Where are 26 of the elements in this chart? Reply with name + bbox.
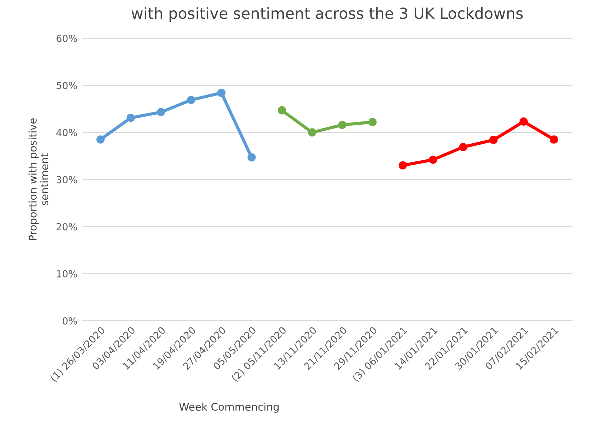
point [429,156,438,164]
y-tick-label: 0% [62,317,78,325]
y-tick-label: 10% [57,270,78,278]
point [550,136,558,144]
y-axis-title: Proportion with positive sentiment [28,118,49,240]
point [248,153,256,162]
point [96,136,105,144]
point [278,106,286,115]
y-tick-label: 60% [56,35,78,42]
point [520,118,528,126]
point [459,143,468,152]
point [398,161,408,170]
x-axis-title: Week Commencing [180,402,279,413]
point [308,128,317,137]
y-tick-label: 20% [56,223,78,231]
chart-title: with positive sentiment across the 3 UK Lockdowns [132,7,523,22]
y-tick-label: 50% [56,82,78,90]
y-tick-label: 30% [56,176,78,184]
point [490,136,498,144]
point [126,114,136,122]
point [368,118,377,126]
point [157,108,166,117]
point [217,88,226,98]
y-tick-label: 40% [56,129,78,137]
point [187,96,196,104]
point [338,120,347,130]
